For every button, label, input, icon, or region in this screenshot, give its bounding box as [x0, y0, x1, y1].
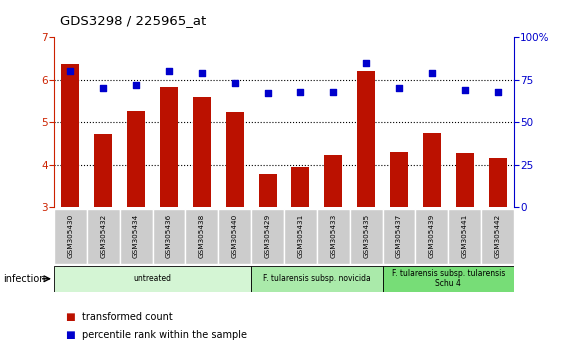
Text: GSM305435: GSM305435 [363, 214, 369, 258]
Text: GSM305429: GSM305429 [265, 214, 270, 258]
Text: untreated: untreated [133, 274, 172, 283]
Point [99, 85, 108, 91]
Point [460, 87, 469, 93]
Text: GSM305432: GSM305432 [101, 214, 106, 258]
Text: GSM305440: GSM305440 [232, 214, 237, 258]
Text: GSM305431: GSM305431 [298, 214, 303, 258]
Bar [61, 63, 80, 207]
Text: GDS3298 / 225965_at: GDS3298 / 225965_at [60, 14, 206, 27]
Point [132, 82, 141, 87]
Bar [127, 111, 145, 207]
Text: GSM305433: GSM305433 [331, 214, 336, 258]
Point [329, 89, 338, 95]
Bar [291, 167, 310, 207]
Bar [448, 209, 481, 264]
Text: GSM305438: GSM305438 [199, 214, 205, 258]
Point [296, 89, 305, 95]
Point [427, 70, 436, 76]
Text: GSM305439: GSM305439 [429, 214, 435, 258]
Point [362, 60, 371, 65]
Bar [390, 152, 408, 207]
Text: GSM305436: GSM305436 [166, 214, 172, 258]
Bar [218, 209, 251, 264]
Bar [415, 209, 448, 264]
Text: GSM305441: GSM305441 [462, 214, 467, 258]
Bar [251, 266, 383, 292]
Point [394, 85, 403, 91]
Bar [350, 209, 383, 264]
Point [230, 80, 239, 86]
Text: GSM305430: GSM305430 [68, 214, 73, 258]
Point [263, 90, 272, 96]
Bar [153, 209, 185, 264]
Bar [87, 209, 120, 264]
Bar [317, 209, 350, 264]
Point [165, 68, 174, 74]
Bar [120, 209, 153, 264]
Bar [423, 133, 441, 207]
Bar [94, 134, 112, 207]
Text: GSM305434: GSM305434 [133, 214, 139, 258]
Bar [481, 209, 514, 264]
Bar [160, 87, 178, 207]
Text: F. tularensis subsp. tularensis
Schu 4: F. tularensis subsp. tularensis Schu 4 [391, 269, 505, 289]
Text: percentile rank within the sample: percentile rank within the sample [82, 330, 247, 339]
Bar [185, 209, 218, 264]
Bar [383, 209, 415, 264]
Point [493, 89, 502, 95]
Bar [357, 71, 375, 207]
Bar [54, 209, 87, 264]
Text: F. tularensis subsp. novicida: F. tularensis subsp. novicida [263, 274, 371, 283]
Point [66, 68, 75, 74]
Text: GSM305437: GSM305437 [396, 214, 402, 258]
Bar [284, 209, 317, 264]
Bar [383, 266, 514, 292]
Text: transformed count: transformed count [82, 312, 173, 322]
Text: ■: ■ [65, 330, 75, 339]
Text: GSM305442: GSM305442 [495, 214, 500, 258]
Point [197, 70, 206, 76]
Bar [225, 112, 244, 207]
Text: infection: infection [3, 274, 45, 284]
Bar [54, 266, 251, 292]
Text: ■: ■ [65, 312, 75, 322]
Bar [251, 209, 284, 264]
Bar [456, 153, 474, 207]
Bar [193, 97, 211, 207]
Bar [258, 174, 277, 207]
Bar [324, 155, 343, 207]
Bar [488, 158, 507, 207]
